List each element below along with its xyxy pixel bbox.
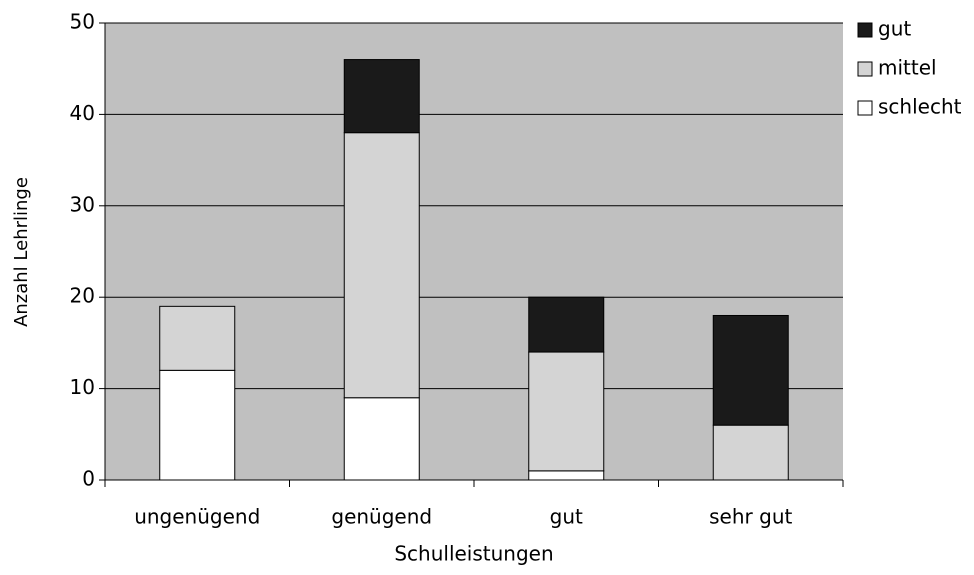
bar-segment bbox=[528, 296, 605, 353]
y-axis-title: Anzahl Lehrlinge bbox=[11, 177, 32, 327]
y-tick-label: 10 bbox=[70, 375, 95, 399]
bar-segment bbox=[159, 369, 236, 481]
legend-swatch bbox=[857, 22, 873, 38]
x-tick-label: gut bbox=[550, 505, 583, 529]
y-tick-label: 20 bbox=[70, 284, 95, 308]
bar-segment bbox=[528, 351, 605, 472]
bar-segment bbox=[159, 305, 236, 371]
bar-segment bbox=[712, 424, 789, 481]
y-tick-label: 50 bbox=[70, 10, 95, 34]
bar-segment bbox=[343, 397, 420, 481]
x-axis-title: Schulleistungen bbox=[394, 542, 553, 566]
x-tick-label: sehr gut bbox=[709, 505, 792, 529]
bar-segment bbox=[712, 314, 789, 426]
y-tick-label: 0 bbox=[82, 467, 95, 491]
y-tick-label: 30 bbox=[70, 192, 95, 216]
legend-label: mittel bbox=[878, 56, 937, 80]
y-tick-label: 40 bbox=[70, 101, 95, 125]
legend-label: gut bbox=[878, 17, 911, 41]
bar-segment bbox=[343, 59, 420, 134]
legend-swatch bbox=[857, 100, 873, 116]
x-tick-label: genügend bbox=[331, 505, 432, 529]
legend-label: schlecht bbox=[878, 95, 962, 119]
bar-segment bbox=[528, 470, 605, 481]
x-tick-label: ungenügend bbox=[134, 505, 260, 529]
bar-segment bbox=[343, 132, 420, 399]
legend-swatch bbox=[857, 61, 873, 77]
